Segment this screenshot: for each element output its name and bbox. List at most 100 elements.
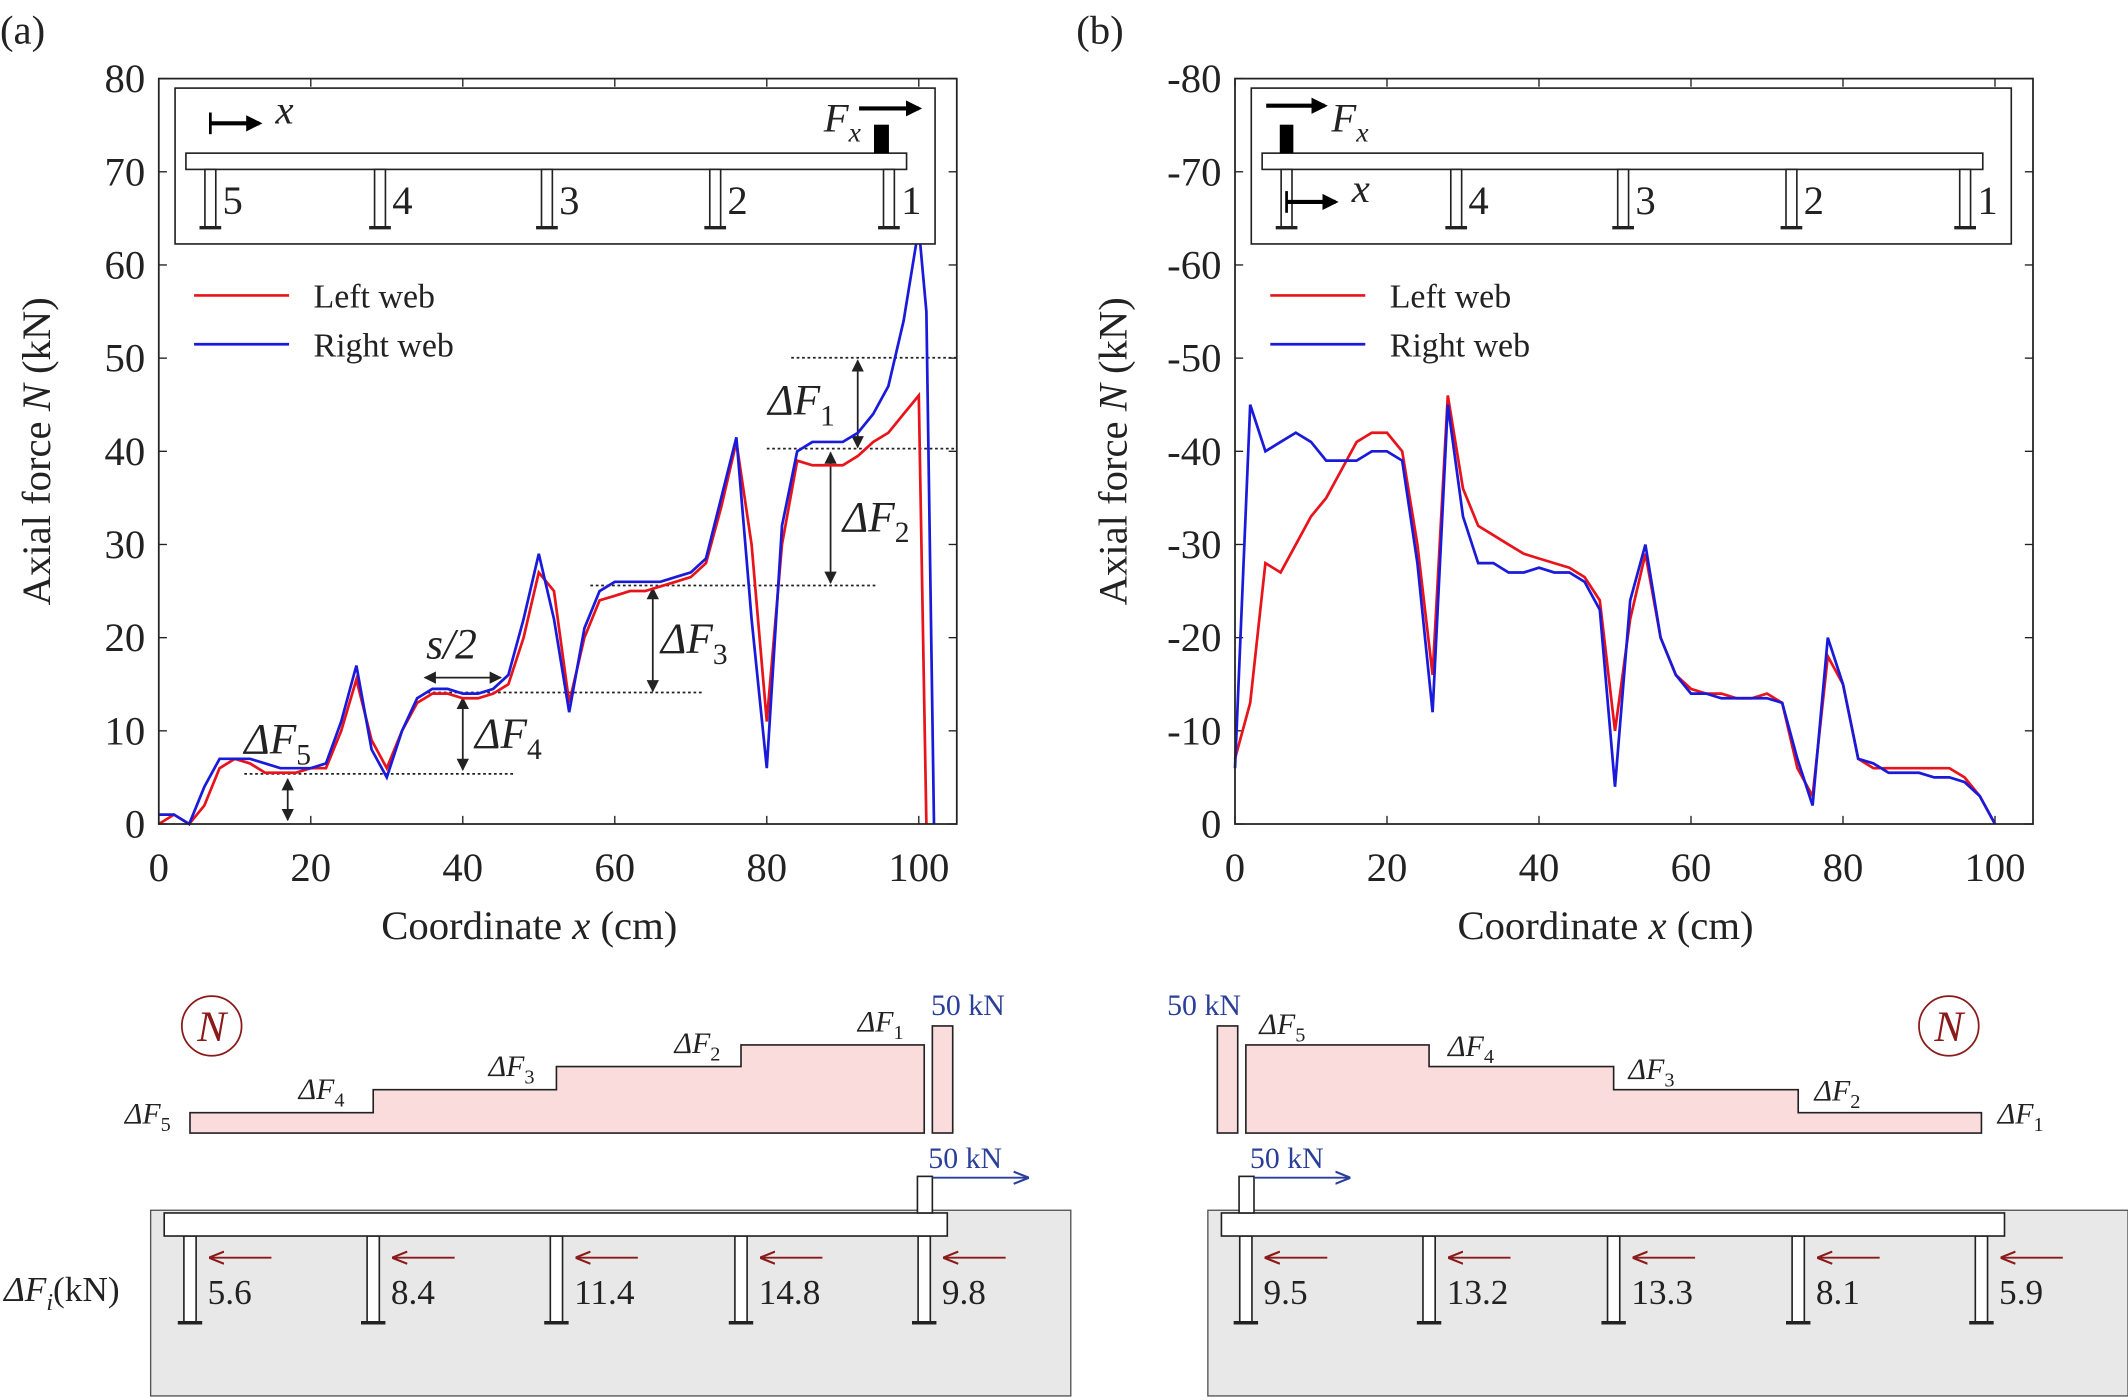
y-tick-label: -70 bbox=[1167, 149, 1221, 194]
label-main: ΔF bbox=[1997, 1098, 2035, 1131]
load-label: 50 kN bbox=[1250, 1142, 1324, 1175]
label-sub: 1 bbox=[820, 401, 835, 433]
pier-label: 4 bbox=[392, 178, 412, 223]
force-value: 14.8 bbox=[759, 1273, 821, 1312]
y-tick-label: 20 bbox=[105, 615, 146, 660]
inset: 4 3 2 1 x bbox=[1250, 87, 2013, 245]
label-main: ΔF bbox=[298, 1073, 336, 1106]
diagram: 50 kN N 50 kN 5.6 8.4 11.4 14.8 9.8 bbox=[149, 989, 1072, 1397]
label: ΔF2 bbox=[1813, 1075, 1860, 1113]
pier-label: 4 bbox=[1468, 178, 1488, 223]
y-axis-label-part: N bbox=[14, 381, 59, 412]
force-value: 5.9 bbox=[1999, 1273, 2043, 1312]
force-diagram bbox=[1245, 1044, 1983, 1134]
y-axis-label-part: (kN) bbox=[14, 297, 59, 384]
y-tick-label: 0 bbox=[125, 802, 145, 847]
label: ΔF1 bbox=[1997, 1098, 2044, 1136]
label-main: ΔF bbox=[1447, 1030, 1485, 1063]
label-main: ΔF bbox=[673, 1027, 711, 1060]
label-main: ΔF bbox=[124, 1098, 162, 1131]
label-sub: 2 bbox=[710, 1044, 720, 1066]
label-unit: (kN) bbox=[53, 1270, 120, 1309]
x-axis-label-part: x bbox=[571, 903, 590, 948]
label: ΔF5 bbox=[1258, 1008, 1305, 1046]
label: ΔF2 bbox=[673, 1027, 720, 1065]
force-diagram bbox=[189, 1044, 926, 1134]
label-sub: 5 bbox=[161, 1114, 171, 1136]
force-value: 8.1 bbox=[1816, 1273, 1860, 1312]
force-value: 9.5 bbox=[1264, 1273, 1308, 1312]
label-sub: 3 bbox=[1664, 1069, 1674, 1091]
beam bbox=[163, 1212, 949, 1237]
label-sub: 3 bbox=[713, 639, 728, 671]
label-sub: 3 bbox=[524, 1067, 534, 1089]
pier bbox=[917, 1235, 932, 1324]
pier-label: 5 bbox=[223, 178, 243, 223]
pier-label: 1 bbox=[1977, 178, 1997, 223]
pier bbox=[734, 1235, 748, 1324]
force-value: 13.2 bbox=[1447, 1273, 1509, 1312]
y-tick-label: 40 bbox=[105, 429, 146, 474]
legend-label: Right web bbox=[1390, 327, 1530, 364]
pier bbox=[1449, 168, 1463, 229]
label-sub: 2 bbox=[1850, 1091, 1860, 1113]
load-label: 50 kN bbox=[931, 989, 1005, 1022]
label-main: ΔF bbox=[1628, 1053, 1666, 1086]
x-axis-label-part: (cm) bbox=[1667, 903, 1754, 948]
inset: 5 4 3 2 1 x bbox=[174, 87, 936, 245]
label-main: F bbox=[1330, 95, 1357, 140]
x-axis-label: Coordinate x (cm) bbox=[1457, 903, 1753, 948]
load-label: 50 kN bbox=[1167, 989, 1241, 1022]
label-sub: i bbox=[46, 1290, 53, 1316]
load-block bbox=[1279, 124, 1294, 154]
y-axis-label: Axial force N (kN) bbox=[1090, 297, 1135, 605]
pier bbox=[1238, 1235, 1253, 1324]
load-block bbox=[874, 124, 889, 154]
label-main: ΔF bbox=[473, 710, 527, 758]
diagram: 50 kN N 50 kN 9.5 13.2 13.3 8.1 5.9 bbox=[1167, 989, 2128, 1397]
label: ΔF4 bbox=[1447, 1030, 1494, 1068]
x-tick-label: 100 bbox=[1964, 845, 2025, 890]
label: ΔF3 bbox=[1628, 1053, 1675, 1091]
pier bbox=[373, 168, 387, 229]
pier bbox=[366, 1235, 381, 1324]
label: ΔF4 bbox=[473, 710, 542, 766]
label-sub: 1 bbox=[2033, 1114, 2043, 1136]
y-axis-label-part: Axial force bbox=[1090, 411, 1135, 605]
y-tick-label: 60 bbox=[105, 243, 146, 288]
y-tick-label: -20 bbox=[1167, 615, 1221, 660]
label-sub: 1 bbox=[893, 1022, 903, 1044]
label-sub: 2 bbox=[895, 517, 910, 549]
pier bbox=[1791, 1235, 1806, 1324]
pier-label: 3 bbox=[559, 178, 579, 223]
pier bbox=[1974, 1235, 1989, 1324]
label: ΔFi(kN) bbox=[2, 1270, 120, 1316]
pier-label: 2 bbox=[727, 178, 747, 223]
force-value: 8.4 bbox=[391, 1273, 435, 1312]
label: ΔF5 bbox=[124, 1098, 171, 1136]
label: Fx bbox=[823, 95, 862, 147]
label-sub: 4 bbox=[527, 734, 542, 766]
x-axis-label-part: (cm) bbox=[590, 903, 677, 948]
beam bbox=[1220, 1212, 2006, 1237]
symbol-circle bbox=[1918, 995, 1980, 1057]
label-sub: x bbox=[1355, 117, 1369, 148]
load-block bbox=[916, 1175, 934, 1214]
x-tick-label: 40 bbox=[1519, 845, 1560, 890]
x-axis-label-part: Coordinate bbox=[1457, 903, 1648, 948]
label: ΔF2 bbox=[841, 493, 910, 549]
x-tick-label: 40 bbox=[442, 845, 483, 890]
line-series bbox=[1233, 404, 1997, 825]
x-axis-label: Coordinate x (cm) bbox=[381, 903, 677, 948]
label: ΔF1 bbox=[857, 1005, 904, 1043]
label-sub: x bbox=[848, 117, 862, 148]
line-series bbox=[1233, 395, 1997, 825]
y-tick-label: -30 bbox=[1167, 522, 1221, 567]
load-block bbox=[1238, 1175, 1255, 1214]
force-value: 9.8 bbox=[942, 1273, 986, 1312]
force-value: 13.3 bbox=[1631, 1273, 1693, 1312]
label-main: ΔF bbox=[1258, 1008, 1296, 1041]
load-bar bbox=[931, 1025, 954, 1134]
y-axis-label-part: (kN) bbox=[1090, 297, 1135, 384]
x-tick-label: 80 bbox=[1823, 845, 1864, 890]
